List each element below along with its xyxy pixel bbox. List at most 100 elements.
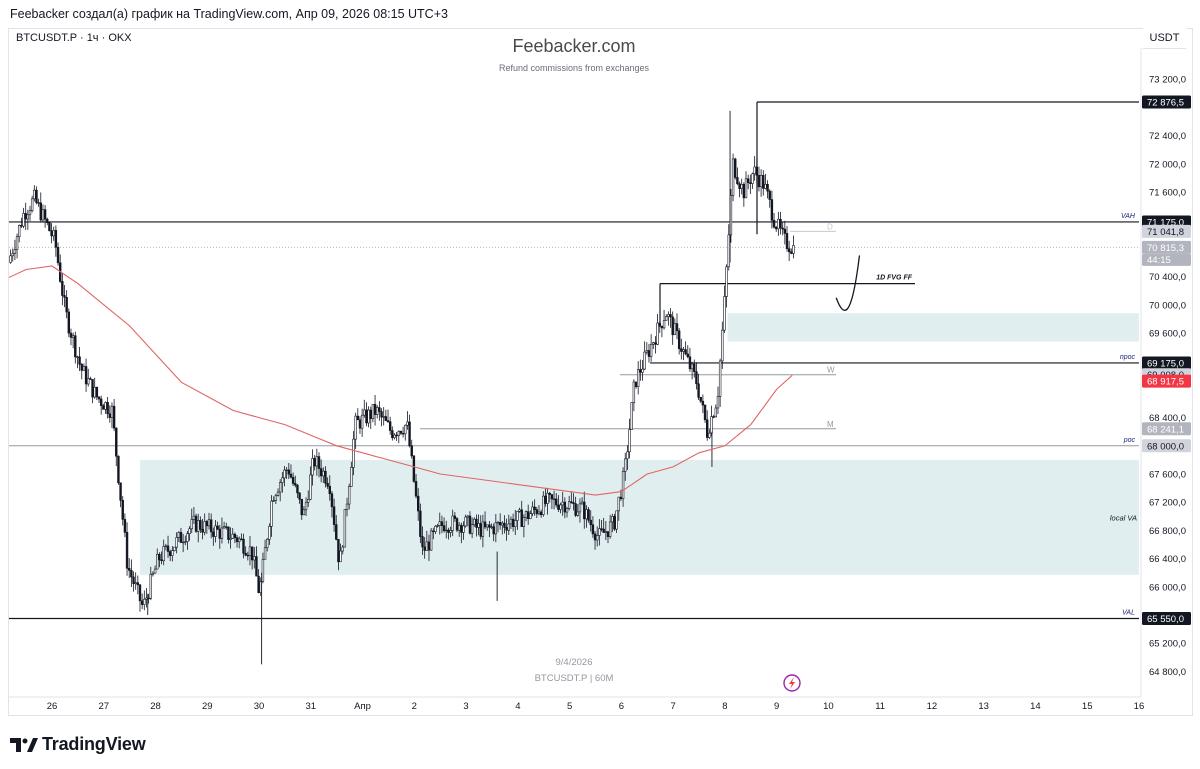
candle xyxy=(352,431,355,476)
candle-body xyxy=(585,509,588,520)
candle xyxy=(490,523,493,530)
candle-body xyxy=(759,175,763,188)
chart-frame[interactable] xyxy=(8,28,1193,716)
candle-body xyxy=(91,379,94,398)
candle-body xyxy=(764,183,767,189)
price-tag-high xyxy=(1142,95,1191,109)
candle xyxy=(501,521,504,535)
candle xyxy=(371,404,375,423)
price-tick-label: 66 000,0 xyxy=(1149,582,1186,593)
candle xyxy=(67,308,71,338)
candle-body xyxy=(233,533,237,538)
time-tick-label: 12 xyxy=(927,701,938,712)
candle-body xyxy=(43,209,47,220)
candle-body xyxy=(242,538,245,554)
candle xyxy=(263,539,267,560)
candle xyxy=(604,521,608,541)
candle xyxy=(654,336,657,354)
candle xyxy=(507,514,510,536)
candle xyxy=(427,534,431,562)
candle xyxy=(197,513,200,543)
candle-body xyxy=(775,226,778,230)
candle xyxy=(26,209,30,230)
candle-body xyxy=(524,511,528,518)
candle-body xyxy=(227,526,230,540)
candle xyxy=(99,395,103,415)
label-local-va: local VA xyxy=(1110,513,1137,522)
candle-body xyxy=(20,225,23,227)
candle-body xyxy=(656,322,659,345)
candle xyxy=(621,467,625,507)
candle xyxy=(50,223,53,244)
candle xyxy=(738,181,741,198)
candle xyxy=(574,496,577,517)
candle xyxy=(309,466,312,501)
candle xyxy=(151,571,155,577)
candle xyxy=(440,515,444,534)
candle xyxy=(716,386,720,414)
candle xyxy=(475,514,478,537)
candle-body xyxy=(468,515,472,534)
currency-button[interactable]: USDT xyxy=(1143,28,1186,49)
candle xyxy=(723,285,726,333)
candle xyxy=(438,512,441,535)
candle xyxy=(319,459,323,483)
candle xyxy=(112,398,116,432)
lightning-icon[interactable] xyxy=(783,674,801,692)
candle xyxy=(483,511,487,530)
candle xyxy=(136,575,140,595)
candle-body xyxy=(250,546,254,561)
chart-canvas[interactable]: VAH npoc poc VAL local VA 1D FVG FF W M D 73 200,… xyxy=(0,0,1200,718)
candle xyxy=(498,513,502,530)
candle xyxy=(117,455,120,485)
candle xyxy=(257,569,260,594)
candle-body xyxy=(762,175,765,189)
candle xyxy=(649,334,653,362)
candle-body xyxy=(613,516,616,530)
candle-body xyxy=(636,369,640,387)
candle xyxy=(462,521,465,540)
candle xyxy=(378,401,381,421)
candle-body xyxy=(22,213,25,227)
candle xyxy=(781,221,784,236)
price-tick-label: 71 600,0 xyxy=(1149,187,1186,198)
candle xyxy=(76,355,79,369)
candle xyxy=(783,220,787,245)
candle-body xyxy=(171,550,174,556)
candle xyxy=(205,519,209,534)
candle-body xyxy=(56,246,60,264)
candle-body xyxy=(749,182,752,184)
candle xyxy=(656,313,659,346)
candle xyxy=(408,414,411,448)
price-axis[interactable]: 73 200,0 72 400,0 72 000,0 71 600,0 70 400,0… xyxy=(1140,48,1191,697)
candle-body xyxy=(479,523,482,537)
candle xyxy=(585,505,588,528)
tradingview-logo[interactable]: TradingView xyxy=(10,734,146,755)
candle-body xyxy=(347,486,351,505)
candle-body xyxy=(28,210,32,216)
candle xyxy=(270,495,273,537)
candle xyxy=(360,408,364,437)
candle-body xyxy=(658,322,661,327)
candle-body xyxy=(708,432,711,438)
candle-body xyxy=(69,332,73,338)
plot-area[interactable] xyxy=(0,101,1139,665)
candle-body xyxy=(790,251,793,254)
candle-body xyxy=(391,430,394,439)
candle xyxy=(414,473,418,499)
candle xyxy=(526,504,530,525)
candle xyxy=(367,406,370,428)
candle xyxy=(337,539,340,571)
candle xyxy=(563,497,567,519)
candle-body xyxy=(9,255,12,263)
candle xyxy=(524,510,528,522)
time-axis[interactable]: 26 27 28 29 30 31 Апр 2 3 4 5 6 7 8 9 10 11 12 13 14 15 16 xyxy=(9,696,1144,712)
candle xyxy=(645,342,649,355)
candle-body xyxy=(464,516,467,527)
candle xyxy=(278,479,282,502)
candle-body xyxy=(18,225,21,238)
symbol-label[interactable]: BTCUSDT.P · 1ч · OKX xyxy=(16,32,132,44)
time-tick-label: 4 xyxy=(515,701,520,712)
candle-body xyxy=(714,407,718,418)
candle xyxy=(48,221,51,232)
